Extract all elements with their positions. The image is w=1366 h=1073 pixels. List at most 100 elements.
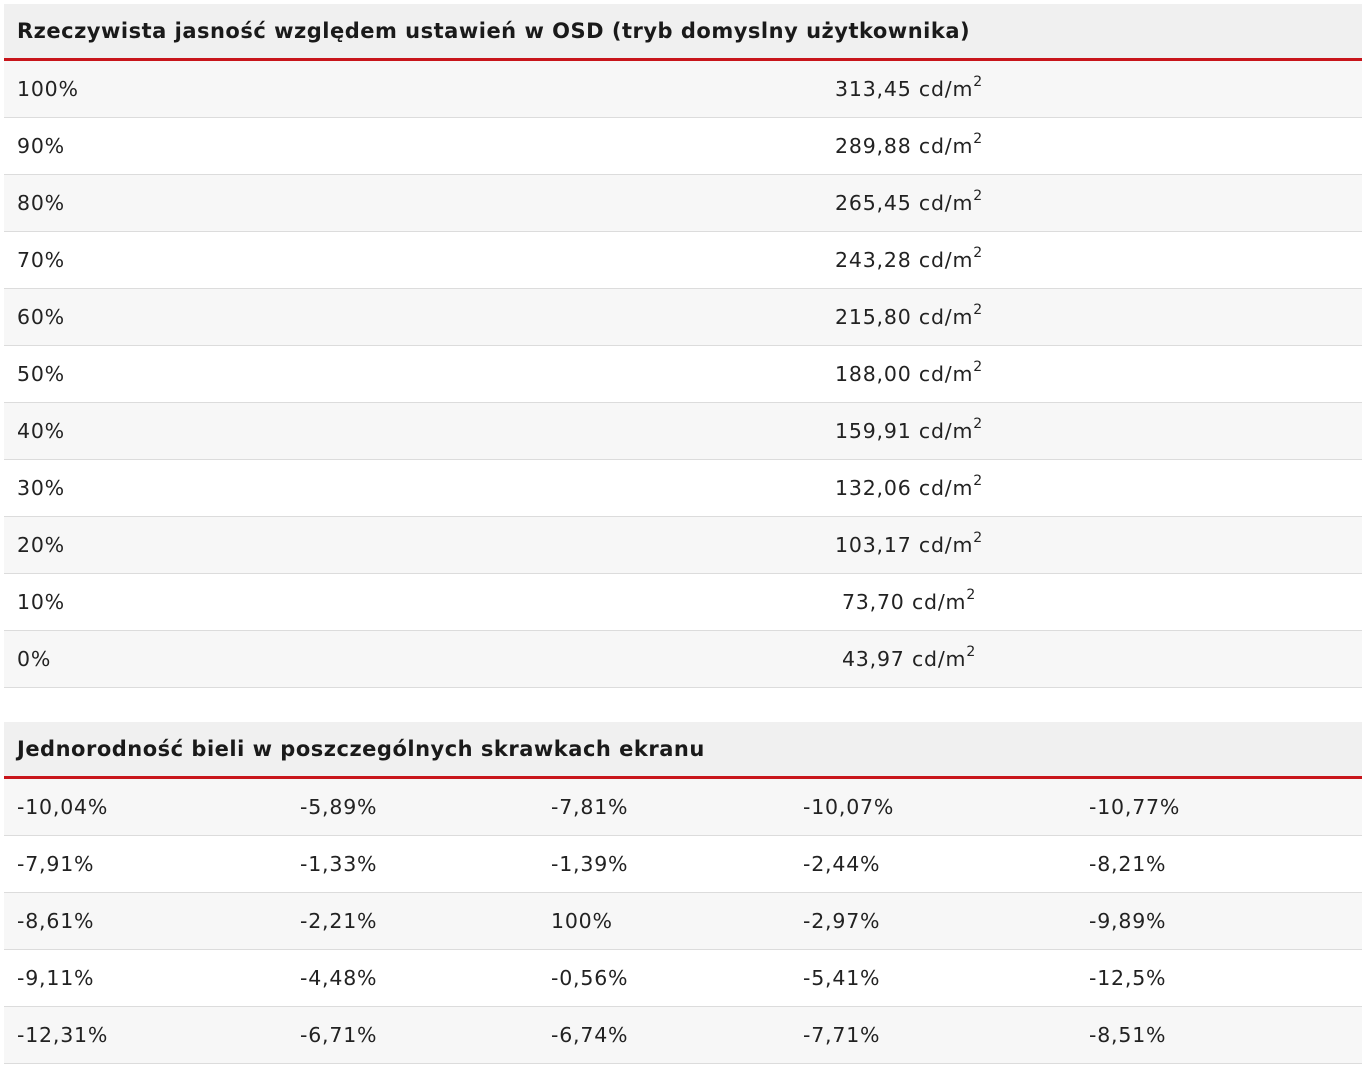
luminance-unit-exponent: 2 bbox=[973, 416, 983, 433]
luminance-value-cell: 188,00 cd/m2 bbox=[744, 359, 1074, 386]
luminance-value-cell: 43,97 cd/m2 bbox=[744, 644, 1074, 671]
luminance-unit-exponent: 2 bbox=[973, 245, 983, 262]
luminance-unit: cd/m bbox=[918, 305, 974, 329]
luminance-value-cell: 159,91 cd/m2 bbox=[744, 416, 1074, 443]
table-row: -8,61% -2,21% 100% -2,97% -9,89% bbox=[4, 893, 1362, 950]
uniformity-cell: 100% bbox=[551, 909, 613, 933]
luminance-unit-exponent: 2 bbox=[973, 530, 983, 547]
uniformity-cell: -1,39% bbox=[551, 852, 629, 876]
luminance-unit: cd/m bbox=[918, 476, 974, 500]
table-row: 40% 159,91 cd/m2 bbox=[4, 403, 1362, 460]
table-row: 90% 289,88 cd/m2 bbox=[4, 118, 1362, 175]
brightness-level-cell: 20% bbox=[17, 533, 65, 557]
brightness-level-cell: 100% bbox=[17, 77, 79, 101]
uniformity-cell: -2,44% bbox=[803, 852, 881, 876]
uniformity-cell: -9,89% bbox=[1089, 909, 1167, 933]
luminance-value-cell: 73,70 cd/m2 bbox=[744, 587, 1074, 614]
uniformity-cell: -10,07% bbox=[803, 795, 895, 819]
uniformity-cell: -4,48% bbox=[300, 966, 378, 990]
table-row: -7,91% -1,33% -1,39% -2,44% -8,21% bbox=[4, 836, 1362, 893]
luminance-unit-exponent: 2 bbox=[973, 302, 983, 319]
luminance-unit: cd/m bbox=[918, 134, 974, 158]
luminance-value-cell: 265,45 cd/m2 bbox=[744, 188, 1074, 215]
table-row: 70% 243,28 cd/m2 bbox=[4, 232, 1362, 289]
brightness-level-cell: 30% bbox=[17, 476, 65, 500]
luminance-number: 289,88 bbox=[835, 134, 912, 158]
uniformity-cell: -2,97% bbox=[803, 909, 881, 933]
uniformity-cell: -8,21% bbox=[1089, 852, 1167, 876]
uniformity-cell: -8,61% bbox=[17, 909, 95, 933]
luminance-unit: cd/m bbox=[911, 647, 967, 671]
brightness-level-cell: 10% bbox=[17, 590, 65, 614]
table-row: 10% 73,70 cd/m2 bbox=[4, 574, 1362, 631]
table-row: 60% 215,80 cd/m2 bbox=[4, 289, 1362, 346]
luminance-unit: cd/m bbox=[911, 590, 967, 614]
brightness-level-cell: 50% bbox=[17, 362, 65, 386]
luminance-unit-exponent: 2 bbox=[966, 587, 977, 604]
luminance-unit: cd/m bbox=[918, 77, 974, 101]
uniformity-cell: -12,5% bbox=[1089, 966, 1167, 990]
brightness-level-cell: 0% bbox=[17, 647, 52, 671]
luminance-value-cell: 103,17 cd/m2 bbox=[744, 530, 1074, 557]
luminance-value-cell: 215,80 cd/m2 bbox=[744, 302, 1074, 329]
uniformity-table: Jednorodność bieli w poszczególnych skra… bbox=[4, 722, 1362, 1064]
luminance-unit: cd/m bbox=[918, 533, 974, 557]
luminance-value-cell: 132,06 cd/m2 bbox=[744, 473, 1074, 500]
luminance-value-cell: 243,28 cd/m2 bbox=[744, 245, 1074, 272]
brightness-level-cell: 80% bbox=[17, 191, 65, 215]
uniformity-cell: -9,11% bbox=[17, 966, 95, 990]
brightness-table-title: Rzeczywista jasność względem ustawień w … bbox=[17, 19, 971, 43]
luminance-unit: cd/m bbox=[918, 191, 974, 215]
table-row: 20% 103,17 cd/m2 bbox=[4, 517, 1362, 574]
uniformity-cell: -7,81% bbox=[551, 795, 629, 819]
luminance-number: 215,80 bbox=[835, 305, 912, 329]
luminance-number: 243,28 bbox=[835, 248, 912, 272]
uniformity-cell: -10,04% bbox=[17, 795, 109, 819]
luminance-value-cell: 313,45 cd/m2 bbox=[744, 75, 1074, 101]
brightness-table-body: 100% 313,45 cd/m2 90% 289,88 cd/m2 80% 265,45… bbox=[4, 61, 1362, 688]
brightness-table: Rzeczywista jasność względem ustawień w … bbox=[4, 4, 1362, 688]
luminance-unit-exponent: 2 bbox=[966, 644, 977, 661]
luminance-number: 159,91 bbox=[835, 419, 912, 443]
uniformity-table-title: Jednorodność bieli w poszczególnych skra… bbox=[17, 737, 705, 761]
uniformity-cell: -7,91% bbox=[17, 852, 95, 876]
uniformity-cell: -1,33% bbox=[300, 852, 378, 876]
brightness-level-cell: 60% bbox=[17, 305, 65, 329]
luminance-number: 132,06 bbox=[835, 476, 912, 500]
table-row: -10,04% -5,89% -7,81% -10,07% -10,77% bbox=[4, 779, 1362, 836]
luminance-unit: cd/m bbox=[918, 362, 974, 386]
table-row: 50% 188,00 cd/m2 bbox=[4, 346, 1362, 403]
table-row: -9,11% -4,48% -0,56% -5,41% -12,5% bbox=[4, 950, 1362, 1007]
luminance-unit: cd/m bbox=[918, 248, 974, 272]
uniformity-cell: -7,71% bbox=[803, 1023, 881, 1047]
uniformity-cell: -5,41% bbox=[803, 966, 881, 990]
brightness-table-header: Rzeczywista jasność względem ustawień w … bbox=[4, 4, 1362, 61]
uniformity-table-header: Jednorodność bieli w poszczególnych skra… bbox=[4, 722, 1362, 779]
brightness-level-cell: 40% bbox=[17, 419, 65, 443]
uniformity-table-body: -10,04% -5,89% -7,81% -10,07% -10,77% -7,91% -… bbox=[4, 779, 1362, 1064]
luminance-unit-exponent: 2 bbox=[973, 131, 983, 148]
luminance-number: 43,97 bbox=[841, 647, 905, 671]
table-row: 80% 265,45 cd/m2 bbox=[4, 175, 1362, 232]
luminance-number: 313,45 bbox=[835, 77, 912, 101]
brightness-level-cell: 70% bbox=[17, 248, 65, 272]
uniformity-cell: -6,74% bbox=[551, 1023, 629, 1047]
luminance-unit-exponent: 2 bbox=[973, 473, 983, 490]
uniformity-cell: -10,77% bbox=[1089, 795, 1181, 819]
uniformity-cell: -12,31% bbox=[17, 1023, 109, 1047]
brightness-level-cell: 90% bbox=[17, 134, 65, 158]
luminance-number: 73,70 bbox=[841, 590, 905, 614]
luminance-number: 188,00 bbox=[835, 362, 912, 386]
table-row: 100% 313,45 cd/m2 bbox=[4, 61, 1362, 118]
uniformity-cell: -8,51% bbox=[1089, 1023, 1167, 1047]
table-row: -12,31% -6,71% -6,74% -7,71% -8,51% bbox=[4, 1007, 1362, 1064]
luminance-number: 265,45 bbox=[835, 191, 912, 215]
table-row: 30% 132,06 cd/m2 bbox=[4, 460, 1362, 517]
uniformity-cell: -2,21% bbox=[300, 909, 378, 933]
luminance-unit-exponent: 2 bbox=[973, 188, 983, 205]
luminance-value-cell: 289,88 cd/m2 bbox=[744, 131, 1074, 158]
luminance-unit-exponent: 2 bbox=[973, 359, 983, 376]
table-row: 0% 43,97 cd/m2 bbox=[4, 631, 1362, 688]
luminance-unit: cd/m bbox=[918, 419, 974, 443]
